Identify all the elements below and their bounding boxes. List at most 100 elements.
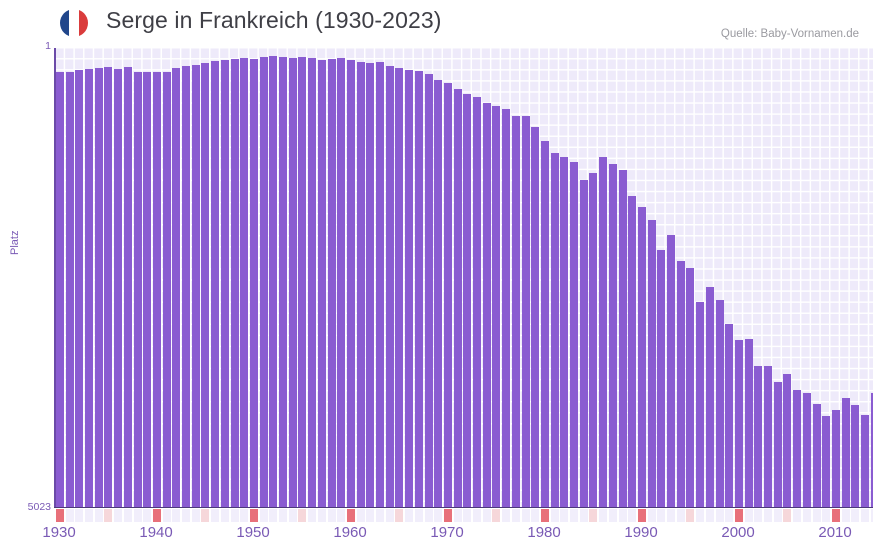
bar-1961[interactable] xyxy=(356,61,365,507)
bar-1953[interactable] xyxy=(279,56,288,507)
bar-1987[interactable] xyxy=(608,163,617,507)
bar-2009[interactable] xyxy=(822,415,831,507)
bar-1939[interactable] xyxy=(143,71,152,507)
bar-1944[interactable] xyxy=(191,64,200,507)
bar-2011[interactable] xyxy=(841,398,850,507)
bar-1978[interactable] xyxy=(521,115,530,507)
bar-1973[interactable] xyxy=(473,96,482,507)
bar-1991[interactable] xyxy=(647,220,656,507)
x-tick-1973 xyxy=(473,509,482,522)
bar-1938[interactable] xyxy=(133,71,142,507)
bar-1956[interactable] xyxy=(308,57,317,507)
x-tick-1971 xyxy=(453,509,462,522)
bar-2004[interactable] xyxy=(773,382,782,507)
bar-1952[interactable] xyxy=(269,55,278,507)
bar-1974[interactable] xyxy=(482,102,491,507)
bar-1937[interactable] xyxy=(123,66,132,507)
bar-1998[interactable] xyxy=(715,300,724,507)
bar-1985[interactable] xyxy=(589,172,598,507)
bar-1930[interactable] xyxy=(55,71,64,507)
y-axis-tick-top: 1 xyxy=(45,40,51,52)
x-tick-1961 xyxy=(356,509,365,522)
bar-2000[interactable] xyxy=(734,339,743,507)
x-tick-1944 xyxy=(191,509,200,522)
bar-1994[interactable] xyxy=(676,261,685,507)
bar-2002[interactable] xyxy=(754,365,763,507)
x-tick-1978 xyxy=(521,509,530,522)
bar-1949[interactable] xyxy=(240,57,249,507)
source-attribution: Quelle: Baby-Vornamen.de xyxy=(720,28,859,40)
x-tick-1997 xyxy=(705,509,714,522)
bar-1941[interactable] xyxy=(162,71,171,507)
x-tick-2013 xyxy=(861,509,870,522)
bar-1959[interactable] xyxy=(337,57,346,507)
bar-2012[interactable] xyxy=(851,405,860,507)
bar-1934[interactable] xyxy=(94,67,103,507)
x-tick-1935 xyxy=(104,509,113,522)
bar-1962[interactable] xyxy=(366,62,375,507)
bar-1981[interactable] xyxy=(550,152,559,507)
bar-1995[interactable] xyxy=(686,268,695,507)
bar-1964[interactable] xyxy=(385,65,394,507)
bar-1997[interactable] xyxy=(705,287,714,507)
x-axis-label-2010: 2010 xyxy=(818,524,852,541)
x-tick-1948 xyxy=(230,509,239,522)
bar-1946[interactable] xyxy=(211,60,220,507)
bar-1943[interactable] xyxy=(182,65,191,507)
bar-1979[interactable] xyxy=(531,126,540,507)
bar-2006[interactable] xyxy=(793,390,802,507)
bar-1993[interactable] xyxy=(667,235,676,507)
bar-1966[interactable] xyxy=(405,69,414,507)
bar-2007[interactable] xyxy=(802,393,811,507)
bar-1947[interactable] xyxy=(220,59,229,507)
bar-1948[interactable] xyxy=(230,58,239,507)
bar-1996[interactable] xyxy=(696,302,705,507)
x-tick-1981 xyxy=(550,509,559,522)
bar-1963[interactable] xyxy=(376,61,385,507)
bar-2003[interactable] xyxy=(764,365,773,507)
bar-1955[interactable] xyxy=(298,56,307,507)
bar-2005[interactable] xyxy=(783,374,792,507)
bar-1980[interactable] xyxy=(540,140,549,507)
bar-1972[interactable] xyxy=(463,93,472,507)
bar-1940[interactable] xyxy=(152,71,161,507)
bar-1960[interactable] xyxy=(346,59,355,507)
bar-1983[interactable] xyxy=(570,161,579,507)
bar-1957[interactable] xyxy=(317,59,326,507)
bar-1988[interactable] xyxy=(618,169,627,507)
bar-1975[interactable] xyxy=(492,105,501,507)
bar-1982[interactable] xyxy=(560,156,569,507)
bar-1990[interactable] xyxy=(637,206,646,507)
bar-1951[interactable] xyxy=(259,56,268,507)
bar-1977[interactable] xyxy=(511,115,520,507)
bar-1967[interactable] xyxy=(414,70,423,507)
bar-1984[interactable] xyxy=(579,179,588,507)
bar-2014[interactable] xyxy=(870,393,873,507)
bar-1954[interactable] xyxy=(288,57,297,507)
bar-2001[interactable] xyxy=(744,338,753,507)
bar-1942[interactable] xyxy=(172,67,181,507)
bar-2013[interactable] xyxy=(861,414,870,507)
bar-1986[interactable] xyxy=(599,156,608,507)
bar-1950[interactable] xyxy=(249,58,258,507)
x-tick-1955 xyxy=(298,509,307,522)
bar-1932[interactable] xyxy=(75,69,84,507)
bar-1999[interactable] xyxy=(725,323,734,507)
bar-1989[interactable] xyxy=(628,195,637,507)
bar-1945[interactable] xyxy=(201,62,210,507)
bar-1965[interactable] xyxy=(395,67,404,507)
bar-1936[interactable] xyxy=(114,68,123,507)
bar-2010[interactable] xyxy=(831,410,840,507)
bar-1992[interactable] xyxy=(657,250,666,507)
bar-1935[interactable] xyxy=(104,66,113,507)
bar-1931[interactable] xyxy=(65,71,74,507)
x-tick-2003 xyxy=(764,509,773,522)
bar-1969[interactable] xyxy=(434,79,443,507)
bar-1933[interactable] xyxy=(85,68,94,507)
bar-1976[interactable] xyxy=(502,108,511,507)
bar-1971[interactable] xyxy=(453,88,462,507)
bar-1958[interactable] xyxy=(327,58,336,507)
bar-1968[interactable] xyxy=(424,73,433,507)
bar-2008[interactable] xyxy=(812,404,821,507)
bar-1970[interactable] xyxy=(443,82,452,507)
